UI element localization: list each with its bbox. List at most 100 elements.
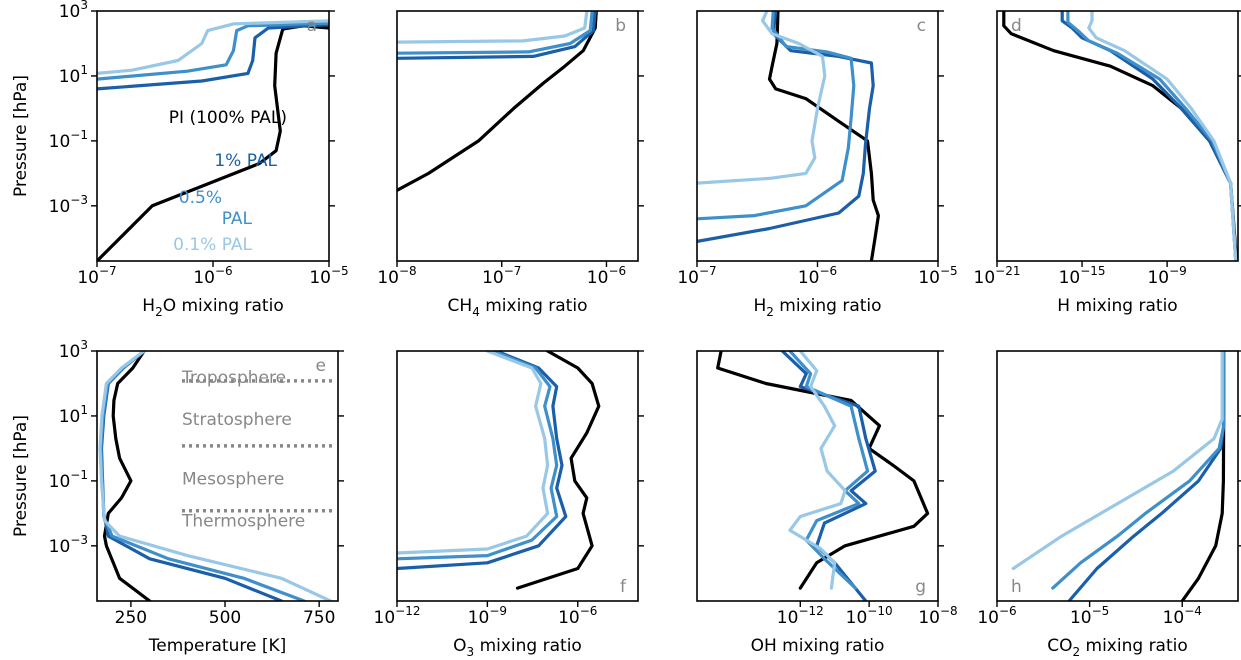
panel-letter: e: [316, 356, 326, 376]
series-line: [716, 351, 930, 590]
series-line: [102, 351, 152, 601]
y-tick-label: 101: [59, 63, 88, 87]
series-line: [97, 24, 329, 261]
series-line: [1051, 351, 1226, 590]
region-label-stratosphere: Stratosphere: [182, 410, 292, 430]
series-line: [397, 11, 597, 60]
panel-c: 10−7 10−6 10−5 H2 mixing ratio c: [677, 10, 958, 319]
x-tick-label: 10−6: [977, 604, 1016, 628]
x-tick-label: 10−6: [587, 264, 626, 288]
y-tick-label: 10−3: [49, 533, 88, 557]
y-tick-label: 10−3: [49, 193, 88, 217]
panel-letter: c: [917, 16, 926, 36]
x-tick-label: 10−12: [374, 604, 421, 628]
x-tick-label: 10−21: [974, 264, 1021, 288]
x-tick-label: 10−10: [846, 604, 893, 628]
panel-letter: b: [615, 16, 626, 36]
series-annotation: 0.1% PAL: [173, 235, 252, 255]
series-line: [98, 351, 333, 601]
axes-frame: [396, 350, 639, 602]
x-tick-label: 10−9: [1147, 264, 1186, 288]
x-tick-label: 10−8: [377, 264, 416, 288]
panel-letter: g: [915, 577, 926, 597]
y-axis-label-bottom: Pressure [hPa]: [11, 415, 31, 537]
y-tick-label: 101: [59, 403, 88, 427]
axes-frame: [96, 10, 330, 262]
x-axis-label: Temperature [K]: [148, 636, 287, 656]
panels: 10−7 10−6 10−5 10−3 10−1 101 103 H2O mixing rat…: [49, 0, 1241, 659]
series-line: [397, 11, 594, 55]
region-label-thermosphere: Thermosphere: [181, 512, 305, 532]
series-line: [97, 23, 329, 91]
x-tick-label: 500: [209, 608, 241, 628]
axes-frame: [396, 10, 639, 262]
panel-d: 10−21 10−15 10−9 H mixing ratio d: [974, 10, 1241, 316]
x-axis-label: CH4 mixing ratio: [448, 296, 588, 319]
x-tick-label: 10−15: [1059, 264, 1106, 288]
x-tick-label: 750: [303, 608, 335, 628]
x-tick-label: 10−4: [1163, 604, 1202, 628]
series-annotation: 0.5%: [179, 188, 222, 208]
series-line: [397, 351, 550, 555]
panel-g: 10−12 10−10 10−8 OH mixing ratio g: [696, 350, 958, 656]
panel-letter: f: [620, 577, 627, 597]
region-label-mesosphere: Mesosphere: [182, 469, 284, 489]
series-line: [767, 11, 880, 261]
x-tick-label: 10−7: [77, 264, 116, 288]
x-tick-label: 10−9: [468, 604, 507, 628]
x-axis-label: H2O mixing ratio: [142, 296, 283, 319]
axes-frame: [696, 10, 939, 262]
x-tick-label: 10−7: [677, 264, 716, 288]
region-label-troposphere: Troposphere: [181, 368, 286, 388]
series-line: [397, 351, 568, 571]
y-tick-label: 10−1: [49, 128, 88, 152]
series-line: [697, 11, 827, 185]
axes-frame: [696, 350, 939, 602]
series-line: [397, 351, 559, 561]
panel-b: 10−8 10−7 10−6 CH4 mixing ratio b: [377, 10, 644, 319]
series-line: [1087, 11, 1238, 261]
series-annotation: 1% PAL: [214, 151, 277, 171]
x-tick-label: 10−7: [482, 264, 521, 288]
series-line: [1067, 351, 1226, 601]
panel-e: Thermosphere Mesosphere Stratosphere Tropos…: [49, 338, 344, 656]
series-line: [97, 19, 329, 75]
axes-frame: [996, 10, 1239, 262]
x-axis-label: H2 mixing ratio: [753, 296, 881, 319]
series-line: [788, 351, 847, 590]
panel-h: 10−6 10−5 10−4 CO2 mixing ratio h: [977, 350, 1241, 659]
x-axis-label: CO2 mixing ratio: [1047, 636, 1188, 659]
series-line: [397, 11, 598, 192]
x-axis-label: O3 mixing ratio: [453, 636, 582, 659]
x-tick-label: 10−5: [309, 264, 348, 288]
panel-letter: h: [1011, 577, 1022, 597]
y-tick-label: 103: [59, 338, 88, 362]
series-line: [697, 11, 856, 221]
series-line: [97, 21, 329, 81]
y-tick-label: 10−1: [49, 468, 88, 492]
x-tick-label: 10−6: [798, 264, 837, 288]
x-axis-label: H mixing ratio: [1057, 296, 1177, 316]
y-tick-label: 103: [59, 0, 88, 22]
x-axis-label: OH mixing ratio: [751, 636, 885, 656]
series-annotation: PAL: [222, 209, 253, 229]
axes-frame: [996, 350, 1239, 602]
x-tick-label: 10−5: [1070, 604, 1109, 628]
panel-a: 10−7 10−6 10−5 10−3 10−1 101 103 H2O mixing rat…: [49, 0, 349, 319]
x-tick-label: 10−5: [918, 264, 957, 288]
x-tick-label: 10−8: [918, 604, 957, 628]
series-line: [1011, 351, 1224, 571]
y-axis-label-top: Pressure [hPa]: [11, 75, 31, 197]
panel-letter: a: [307, 16, 317, 36]
panel-f: 10−12 10−9 10−6 O3 mixing ratio f: [374, 350, 644, 659]
panel-letter: d: [1011, 16, 1022, 36]
x-tick-label: 10−12: [777, 604, 824, 628]
series-annotation: PI (100% PAL): [169, 108, 287, 128]
series-line: [697, 11, 875, 243]
x-tick-label: 10−6: [193, 264, 232, 288]
x-tick-label: 250: [115, 608, 147, 628]
series-line: [515, 351, 601, 590]
series-line: [397, 11, 589, 44]
axes-frame: [96, 350, 339, 602]
